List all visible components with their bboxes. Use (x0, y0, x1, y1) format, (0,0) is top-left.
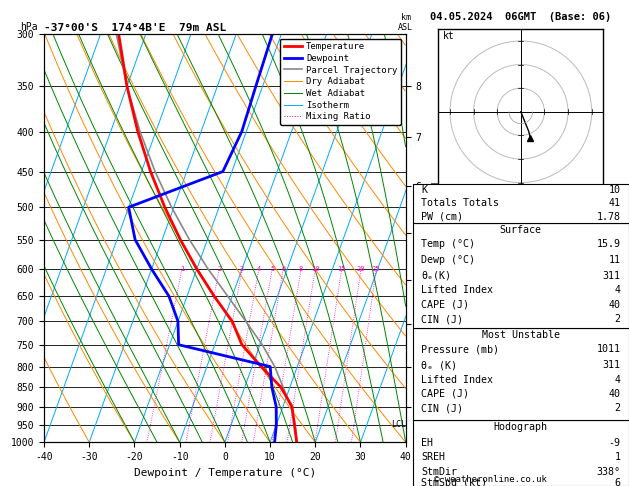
Text: 4: 4 (615, 285, 620, 295)
Text: 6: 6 (615, 478, 620, 486)
Text: 41: 41 (608, 198, 620, 208)
Text: CAPE (J): CAPE (J) (421, 299, 469, 310)
Text: θₑ (K): θₑ (K) (421, 360, 457, 370)
Text: 338°: 338° (596, 467, 620, 477)
X-axis label: Dewpoint / Temperature (°C): Dewpoint / Temperature (°C) (134, 468, 316, 478)
Text: kt: kt (443, 31, 455, 41)
Y-axis label: Mixing Ratio (g/kg): Mixing Ratio (g/kg) (428, 182, 438, 294)
Text: Pressure (mb): Pressure (mb) (421, 344, 499, 354)
Text: 6: 6 (281, 266, 286, 273)
Text: 20: 20 (357, 266, 365, 273)
Text: SREH: SREH (421, 452, 445, 462)
Text: Dewp (°C): Dewp (°C) (421, 255, 476, 265)
Text: -37°00'S  174°4B'E  79m ASL: -37°00'S 174°4B'E 79m ASL (44, 23, 226, 33)
Text: Lifted Index: Lifted Index (421, 285, 493, 295)
Text: 1: 1 (180, 266, 184, 273)
Text: StmDir: StmDir (421, 467, 457, 477)
Text: 8: 8 (299, 266, 303, 273)
Text: 25: 25 (372, 266, 381, 273)
Text: Totals Totals: Totals Totals (421, 198, 499, 208)
Bar (413, 328, 629, 420)
Text: Surface: Surface (500, 225, 542, 235)
Text: LCL: LCL (391, 420, 406, 429)
Text: CAPE (J): CAPE (J) (421, 389, 469, 399)
Text: Most Unstable: Most Unstable (482, 330, 560, 340)
Text: EH: EH (421, 437, 433, 448)
Text: CIN (J): CIN (J) (421, 314, 464, 324)
Text: 1.78: 1.78 (596, 211, 620, 222)
Text: 2: 2 (615, 314, 620, 324)
Text: 5: 5 (270, 266, 274, 273)
Text: 2: 2 (615, 403, 620, 414)
Text: 311: 311 (603, 271, 620, 281)
Bar (413, 223, 629, 328)
Text: 40: 40 (608, 389, 620, 399)
Text: StmSpd (kt): StmSpd (kt) (421, 478, 487, 486)
Text: 11: 11 (608, 255, 620, 265)
Text: 4: 4 (257, 266, 261, 273)
Text: 10: 10 (608, 185, 620, 195)
Text: 40: 40 (608, 299, 620, 310)
Text: Hodograph: Hodograph (494, 422, 548, 432)
Text: 15.9: 15.9 (596, 239, 620, 249)
Text: K: K (421, 185, 427, 195)
Text: © weatheronline.co.uk: © weatheronline.co.uk (434, 474, 547, 484)
Text: Temp (°C): Temp (°C) (421, 239, 476, 249)
Text: km
ASL: km ASL (398, 13, 413, 32)
Text: 04.05.2024  06GMT  (Base: 06): 04.05.2024 06GMT (Base: 06) (430, 12, 611, 22)
Text: -9: -9 (608, 437, 620, 448)
Text: hPa: hPa (21, 22, 38, 32)
Text: 3: 3 (240, 266, 244, 273)
Text: PW (cm): PW (cm) (421, 211, 464, 222)
Text: 311: 311 (603, 360, 620, 370)
Text: 4: 4 (615, 375, 620, 384)
Text: 10: 10 (311, 266, 320, 273)
Text: θₑ(K): θₑ(K) (421, 271, 451, 281)
Text: 1011: 1011 (596, 344, 620, 354)
Text: 1: 1 (615, 452, 620, 462)
Text: CIN (J): CIN (J) (421, 403, 464, 414)
Text: 15: 15 (337, 266, 346, 273)
Text: Lifted Index: Lifted Index (421, 375, 493, 384)
Text: 2: 2 (217, 266, 221, 273)
Bar (413, 420, 629, 486)
Legend: Temperature, Dewpoint, Parcel Trajectory, Dry Adiabat, Wet Adiabat, Isotherm, Mi: Temperature, Dewpoint, Parcel Trajectory… (280, 38, 401, 125)
Bar (413, 184, 629, 223)
